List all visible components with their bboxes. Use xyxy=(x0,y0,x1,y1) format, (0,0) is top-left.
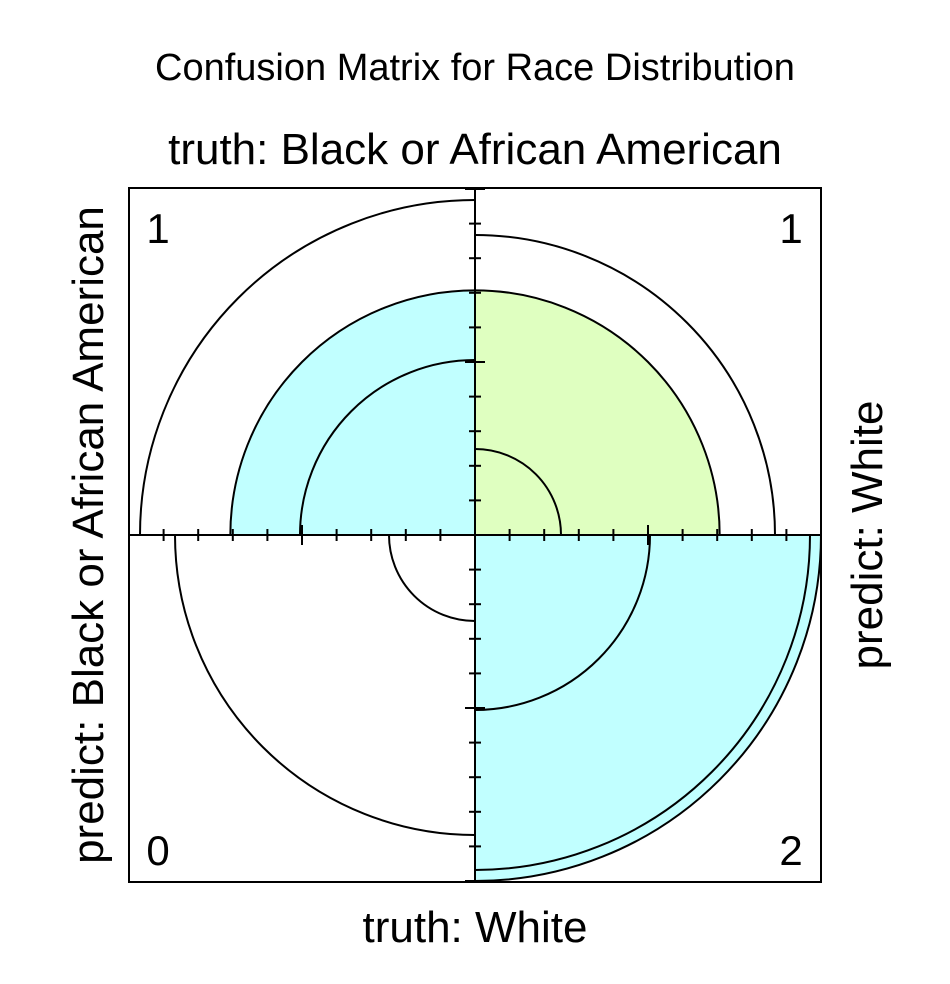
tick-layer xyxy=(128,188,822,882)
count-bottom-left: 0 xyxy=(146,827,169,874)
count-top-right: 1 xyxy=(779,205,802,252)
count-bottom-right: 2 xyxy=(779,827,802,874)
left-axis-label: predict: Black or African American xyxy=(64,206,113,864)
ring-arc-bottom-right-outer xyxy=(474,534,811,871)
ring-arc-top-right-outer xyxy=(474,234,776,536)
ring-arc-bottom-left-inner xyxy=(388,534,476,622)
quadrant-wedge-bottom-right xyxy=(475,535,821,881)
quadrant-wedge-top-left xyxy=(230,290,475,535)
chart-title: Confusion Matrix for Race Distribution xyxy=(155,47,795,89)
top-axis-label: truth: Black or African American xyxy=(168,125,782,174)
ring-arc-top-left-outer xyxy=(139,199,476,536)
axis-layer xyxy=(129,188,821,882)
ring-arc-bottom-left-outer xyxy=(174,534,476,836)
ring-arc-bottom-right-inner xyxy=(474,534,651,711)
bottom-axis-label: truth: White xyxy=(363,903,588,952)
ring-arc-top-right-inner xyxy=(474,448,562,536)
ring-arc-top-left-inner xyxy=(299,359,476,536)
right-axis-label: predict: White xyxy=(843,401,892,670)
quadrant-arc-top-right xyxy=(474,289,721,536)
quadrant-wedge-top-right xyxy=(475,290,720,535)
quadrant-arc-bottom-right xyxy=(474,534,822,882)
quadrant-layer xyxy=(139,199,822,882)
count-top-left: 1 xyxy=(146,205,169,252)
quadrant-arc-top-left xyxy=(229,289,476,536)
